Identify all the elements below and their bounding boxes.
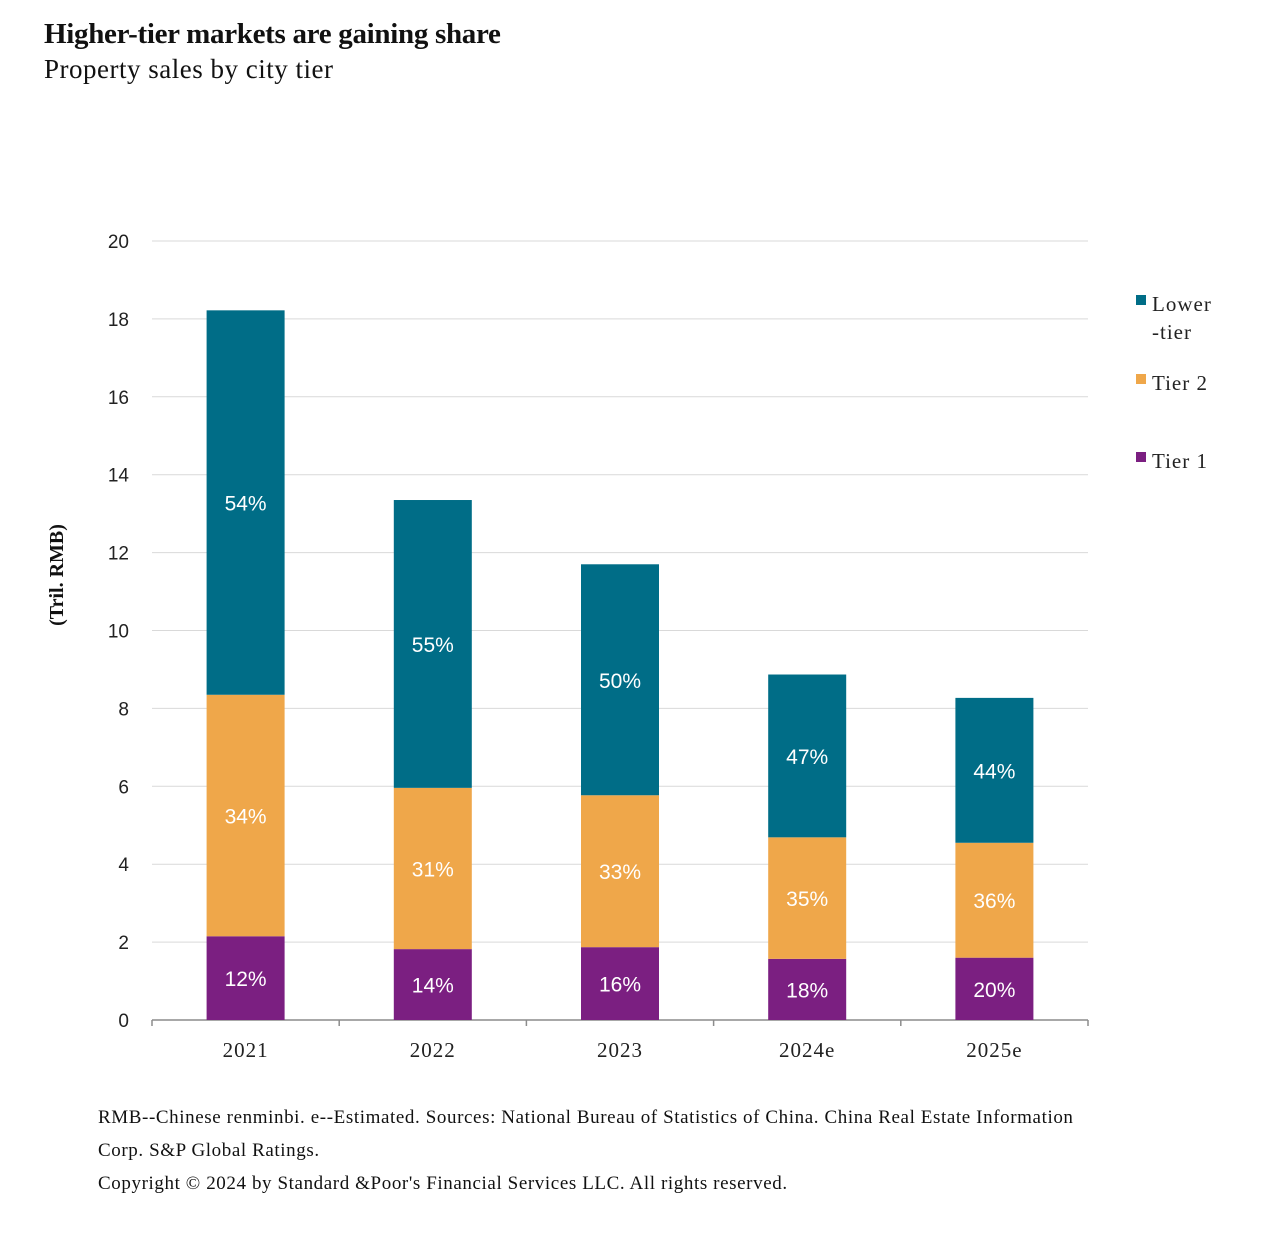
bar-segment — [581, 795, 659, 948]
bar-segment — [768, 674, 847, 838]
x-tick-label: 2022 — [410, 1038, 456, 1062]
legend-swatch — [1136, 295, 1146, 305]
legend-label: -tier — [1152, 320, 1192, 344]
data-label: 31% — [412, 858, 454, 881]
bar-segment — [581, 947, 659, 1020]
data-label: 12% — [225, 968, 267, 991]
bar-segment — [206, 936, 285, 1020]
bar-segment — [955, 957, 1034, 1020]
y-tick-label: 10 — [108, 622, 129, 643]
x-tick-label: 2021 — [223, 1038, 269, 1062]
data-label: 20% — [973, 979, 1015, 1002]
data-labels: 12% 34% 54% 14% 31% 55% 16% 33% 50% 18% 35% 47% 20% 3… — [225, 493, 1016, 1003]
bar-segment — [393, 500, 472, 788]
bar-segment — [393, 949, 472, 1020]
axes: 0 2 4 6 8 10 12 14 16 18 20 2021 2022 2023 2024e 2025e — [108, 232, 1089, 1062]
bar-segment — [768, 837, 847, 959]
data-label: 44% — [973, 760, 1015, 783]
y-tick-label: 20 — [108, 232, 129, 253]
y-tick-label: 8 — [118, 699, 129, 720]
y-tick-label: 16 — [108, 388, 129, 409]
bar-segment — [206, 310, 285, 695]
legend: Lower -tier Tier 2 Tier 1 — [1136, 292, 1212, 473]
x-tick-label: 2023 — [597, 1038, 643, 1062]
data-label: 16% — [599, 974, 641, 997]
data-label: 47% — [786, 746, 828, 769]
footnote-line-1: RMB--Chinese renminbi. e--Estimated. Sou… — [98, 1107, 1074, 1128]
bar-segment — [581, 564, 659, 796]
bar-segment — [206, 694, 285, 937]
chart-footer: RMB--Chinese renminbi. e--Estimated. Sou… — [98, 1101, 1218, 1200]
data-label: 36% — [973, 890, 1015, 913]
data-label: 14% — [412, 975, 454, 998]
y-tick-label: 2 — [118, 933, 129, 954]
bar-segment — [955, 842, 1034, 958]
bars — [206, 310, 1034, 1020]
y-tick-label: 4 — [118, 855, 129, 876]
copyright-notice: Copyright © 2024 by Standard &Poor's Fin… — [98, 1173, 788, 1194]
footnote: RMB--Chinese renminbi. e--Estimated. Sou… — [98, 1101, 1218, 1167]
y-tick-label: 12 — [108, 544, 129, 565]
y-tick-label: 6 — [118, 777, 129, 798]
data-label: 33% — [599, 861, 641, 884]
bar-segment — [393, 787, 472, 950]
footnote-line-2: Corp. S&P Global Ratings. — [98, 1140, 320, 1161]
legend-label: Tier 1 — [1152, 449, 1208, 473]
data-label: 55% — [412, 634, 454, 657]
y-tick-label: 18 — [108, 310, 129, 331]
y-axis-label: (Tril. RMB) — [46, 524, 68, 626]
legend-label: Lower — [1152, 292, 1212, 316]
legend-swatch — [1136, 452, 1146, 462]
bar-segment — [768, 958, 847, 1020]
data-label: 35% — [786, 888, 828, 911]
bar-segment — [955, 697, 1034, 843]
chart-subtitle: Property sales by city tier — [44, 54, 334, 84]
y-tick-label: 14 — [108, 466, 130, 487]
data-label: 54% — [225, 493, 267, 516]
data-label: 18% — [786, 979, 828, 1002]
legend-swatch — [1136, 374, 1146, 384]
x-tick-label: 2024e — [779, 1038, 835, 1062]
data-label: 50% — [599, 670, 641, 693]
x-tick-label: 2025e — [966, 1038, 1022, 1062]
chart-title: Higher-tier markets are gaining share — [44, 18, 501, 50]
y-tick-label: 0 — [118, 1011, 129, 1032]
data-label: 34% — [225, 806, 267, 829]
legend-label: Tier 2 — [1152, 371, 1208, 395]
